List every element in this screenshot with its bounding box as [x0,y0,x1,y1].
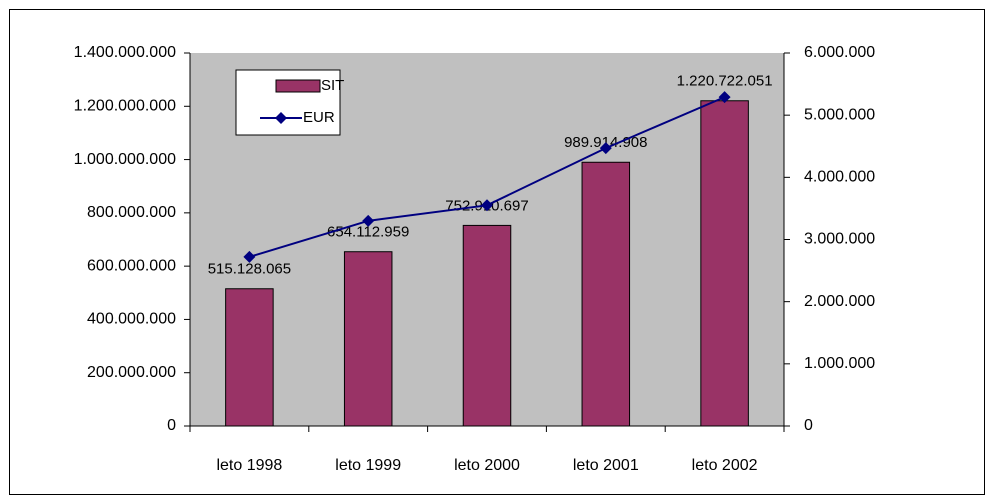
legend-label: EUR [303,109,335,126]
legend-swatch [275,79,321,93]
legend-marker [275,112,287,124]
x-tick-label: leto 2002 [692,457,758,474]
y2-tick-label: 5.000.000 [804,106,875,123]
x-tick-label: leto 2001 [573,457,639,474]
y2-tick-label: 1.000.000 [804,355,875,372]
y2-tick-label: 3.000.000 [804,231,875,248]
data-label: 1.220.722.051 [677,73,773,90]
bar [462,224,512,427]
legend-label: SIT [321,77,344,94]
marker [718,91,731,104]
y2-tick-label: 4.000.000 [804,169,875,186]
x-tick-label: leto 1998 [216,457,282,474]
y-tick-label: 200.000.000 [87,364,176,381]
bar [225,288,274,427]
y-tick-label: 600.000.000 [87,257,176,274]
y-tick-label: 800.000.000 [87,204,176,221]
bar [700,100,749,427]
y-tick-label: 1.200.000.000 [74,98,176,115]
y-tick-label: 1.000.000.000 [74,151,176,168]
marker [599,142,612,155]
y2-tick-label: 6.000.000 [804,44,875,61]
marker [481,199,493,212]
bar [343,251,393,427]
y-tick-label: 400.000.000 [87,311,176,328]
y-tick-label: 1.400.000.000 [74,44,176,61]
marker [362,214,375,227]
y2-tick-label: 2.000.000 [804,293,875,310]
marker [243,250,256,263]
y-tick-label: 0 [167,417,176,434]
y2-tick-label: 0 [804,417,813,434]
data-label: 515.128.065 [208,261,291,278]
x-tick-label: leto 1999 [335,457,401,474]
x-tick-label: leto 2000 [454,457,520,474]
bar [581,161,631,427]
